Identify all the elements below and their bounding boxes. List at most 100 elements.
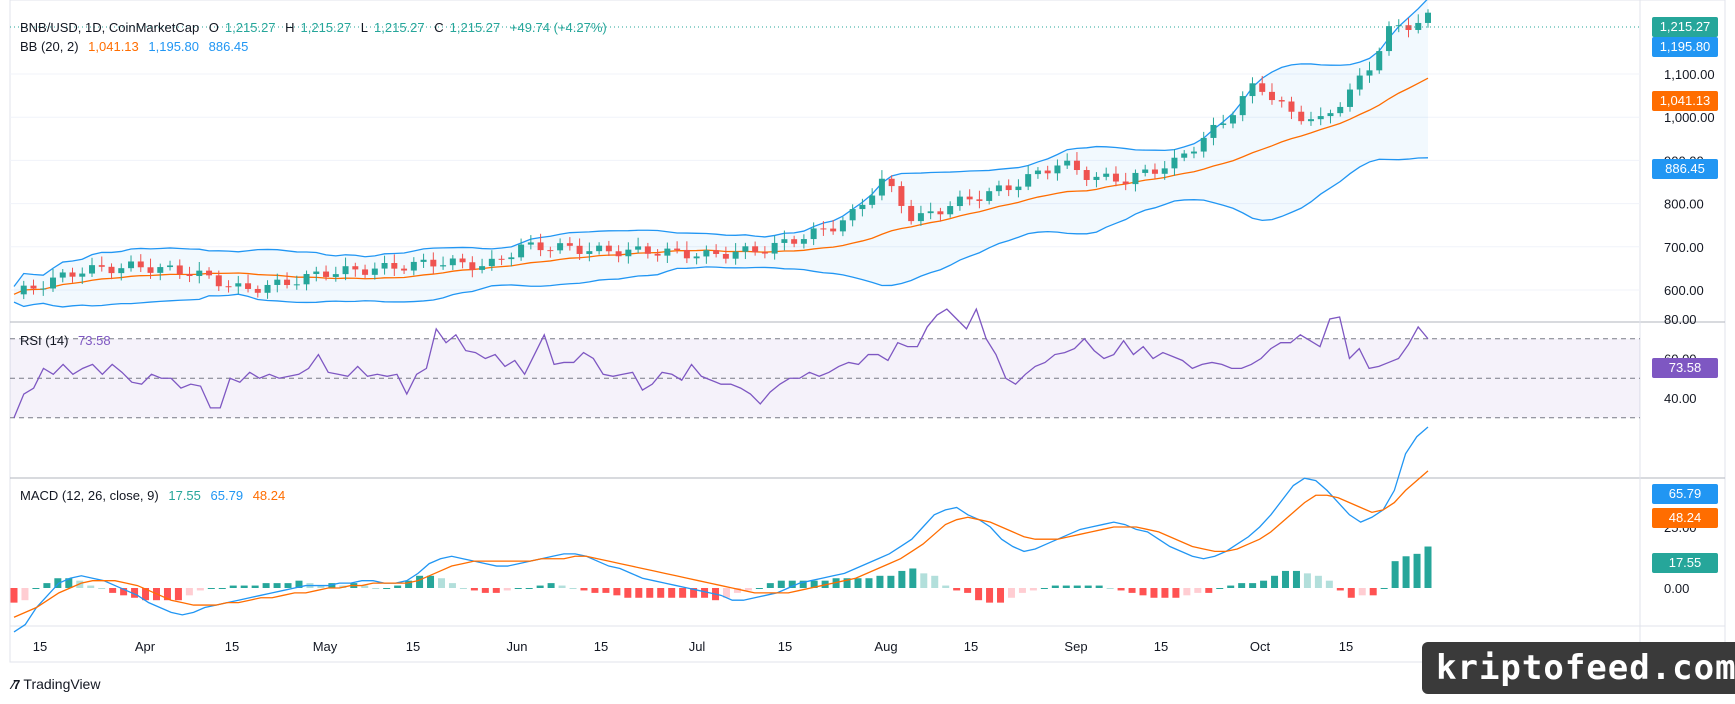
macd-histogram-bar [229,585,237,588]
macd-histogram-bar [536,585,544,588]
macd-histogram-bar [1051,585,1059,588]
open-label: O [208,20,219,35]
candle-body [332,274,339,277]
candle-body [1181,153,1188,158]
macd-histogram-bar [635,588,643,598]
macd-histogram-bar [405,580,413,588]
bb-upper-value: 1,195.80 [148,39,199,54]
rsi-value: 73.58 [78,333,111,348]
candle-body [410,261,417,271]
macd-histogram-bar [416,575,424,588]
rsi-line [13,307,1429,418]
candle-body [898,186,905,206]
macd-tick-label: 0.00 [1664,581,1689,596]
candle-body [1356,75,1363,90]
macd-histogram-bar [21,588,29,601]
candle-body [225,286,232,288]
candle-body [1327,113,1334,117]
candle-body [888,178,895,187]
candle-body [284,279,291,286]
macd-histogram-bar [251,585,259,588]
macd-histogram-bar [1303,573,1311,588]
candle-body [449,258,456,266]
macd-line [13,426,1429,633]
macd-histogram-bar [558,585,566,588]
tradingview-logo[interactable]: ⁄7 TradingView [12,676,100,692]
macd-histogram-bar [174,588,182,601]
candle-body [1073,160,1080,171]
macd-hist-value: 17.55 [168,488,201,503]
macd-histogram-bar [1095,585,1103,588]
macd-histogram-bar [1358,588,1366,596]
candle-body [430,259,437,267]
candle-body [508,257,515,260]
macd-histogram-bar [1282,570,1290,588]
price-tick-label: 1,000.00 [1664,110,1715,125]
candle-body [235,283,242,287]
macd-histogram-bar [470,588,478,591]
candle-body [732,251,739,259]
macd-histogram-bar [273,583,281,588]
rsi-tick-label: 80.00 [1664,312,1697,327]
price-tick-label: 1,100.00 [1664,67,1715,82]
macd-histogram-bar [580,588,588,591]
candle-body [956,196,963,207]
candle-body [479,266,486,270]
candle-body [986,191,993,201]
candle-body [245,283,252,289]
macd-histogram-bar [920,573,928,588]
candle-body [20,285,27,295]
macd-line-badge: 65.79 [1652,484,1718,504]
candle-body [557,243,564,251]
macd-histogram-bar [32,588,40,589]
macd-histogram-bar [109,588,117,593]
rsi-legend: RSI (14) 73.58 [20,333,117,348]
candle-body [1337,106,1344,114]
macd-histogram-bar [1402,556,1410,588]
candle-body [576,245,583,254]
candle-body [878,178,885,196]
macd-signal-value: 48.24 [252,488,286,503]
candle-body [118,268,125,274]
candle-body [1132,172,1139,185]
macd-histogram-bar [295,580,303,588]
macd-histogram-bar [986,588,994,603]
candle-body [157,267,164,273]
candle-body [1278,100,1285,102]
candle-body [820,228,827,230]
candle-body [469,262,476,270]
candle-body [635,246,642,250]
candle-body [362,269,369,275]
candle-body [69,272,76,277]
candle-body [644,246,651,254]
candle-body [791,239,798,244]
macd-histogram-bar [942,585,950,588]
macd-histogram-bar [1117,588,1125,591]
candle-body [1025,174,1032,187]
candle-body [1415,22,1422,30]
macd-histogram-bar [383,588,391,589]
candle-body [1200,137,1207,152]
macd-histogram-bar [1369,588,1377,596]
rsi-badge: 73.58 [1652,358,1718,378]
candle-body [1298,111,1305,122]
macd-histogram-bar [1413,553,1421,588]
candle-body [547,250,554,252]
macd-histogram-bar [602,588,610,593]
candle-body [800,239,807,244]
bb-label: BB (20, 2) [20,39,79,54]
candle-body [761,252,768,254]
candle-body [147,267,154,273]
macd-histogram-bar [120,588,128,596]
candle-body [1405,25,1412,30]
candle-body [722,253,729,259]
candle-body [1210,124,1217,138]
macd-histogram-bar [1128,588,1136,593]
candle-body [1220,123,1227,125]
candle-body [537,242,544,251]
candle-body [1103,173,1110,177]
bb-basis-value: 1,041.13 [88,39,139,54]
macd-histogram-bar [690,588,698,598]
candle-body [59,272,66,278]
